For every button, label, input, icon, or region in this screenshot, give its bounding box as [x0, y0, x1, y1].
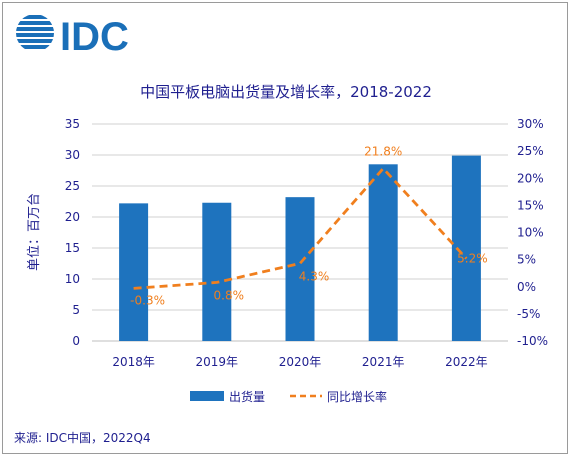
bar-2021年	[368, 164, 398, 341]
y-tick-label: 15	[65, 241, 80, 255]
y-tick-label: 35	[65, 117, 80, 131]
legend: 出货量 同比增长率	[190, 389, 387, 404]
idc-logo: IDC	[16, 15, 129, 56]
growth-data-label: 5.2%	[457, 252, 488, 266]
y-tick-label: 25	[65, 179, 80, 193]
legend-bar-swatch	[190, 391, 224, 401]
y2-tick-label: -10%	[517, 334, 548, 348]
growth-line	[133, 167, 468, 290]
growth-data-label: 21.8%	[364, 144, 402, 158]
x-tick-label: 2020年	[279, 355, 322, 369]
y2-tick-label: 0%	[517, 280, 536, 294]
y-axis-label: 单位：百万台	[27, 193, 42, 271]
globe-icon	[16, 15, 54, 49]
y2-tick-label: 20%	[517, 171, 544, 185]
y2-tick-label: 15%	[517, 198, 544, 212]
y-tick-label: 20	[65, 210, 80, 224]
bar-2019年	[202, 202, 232, 341]
y2-tick-label: 5%	[517, 253, 536, 267]
logo-text: IDC	[60, 15, 129, 56]
chart-title: 中国平板电脑出货量及增长率，2018-2022	[140, 83, 432, 101]
growth-data-label: 4.3%	[299, 269, 330, 283]
y2-tick-label: 25%	[517, 144, 544, 158]
y-tick-label: 30	[65, 148, 80, 162]
x-tick-label: 2019年	[196, 355, 239, 369]
y2-tick-label: -5%	[517, 307, 540, 321]
growth-data-label: 0.8%	[214, 288, 245, 302]
bar-2018年	[119, 203, 149, 341]
y-tick-label: 0	[72, 334, 80, 348]
y2-tick-label: 10%	[517, 226, 544, 240]
source-note: 来源: IDC中国，2022Q4	[14, 431, 151, 445]
x-tick-label: 2022年	[445, 355, 488, 369]
legend-label-shipments: 出货量	[229, 389, 265, 404]
bar-2020年	[285, 197, 315, 341]
y-tick-label: 5	[72, 303, 80, 317]
y-tick-label: 10	[65, 272, 80, 286]
x-tick-label: 2021年	[362, 355, 405, 369]
legend-label-growth: 同比增长率	[327, 389, 387, 404]
growth-data-label: -0.3%	[130, 293, 165, 307]
y2-tick-label: 30%	[517, 117, 544, 131]
x-tick-label: 2018年	[112, 355, 155, 369]
